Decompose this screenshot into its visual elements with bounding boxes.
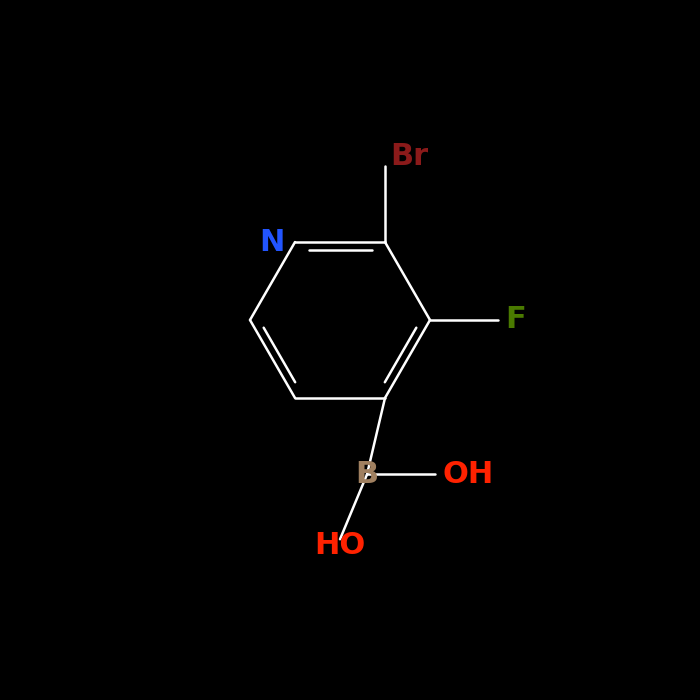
Text: HO: HO	[314, 531, 365, 560]
Text: Br: Br	[390, 141, 428, 171]
Text: OH: OH	[442, 460, 493, 489]
Text: F: F	[505, 305, 526, 335]
Text: B: B	[356, 460, 379, 489]
Text: N: N	[260, 228, 285, 257]
